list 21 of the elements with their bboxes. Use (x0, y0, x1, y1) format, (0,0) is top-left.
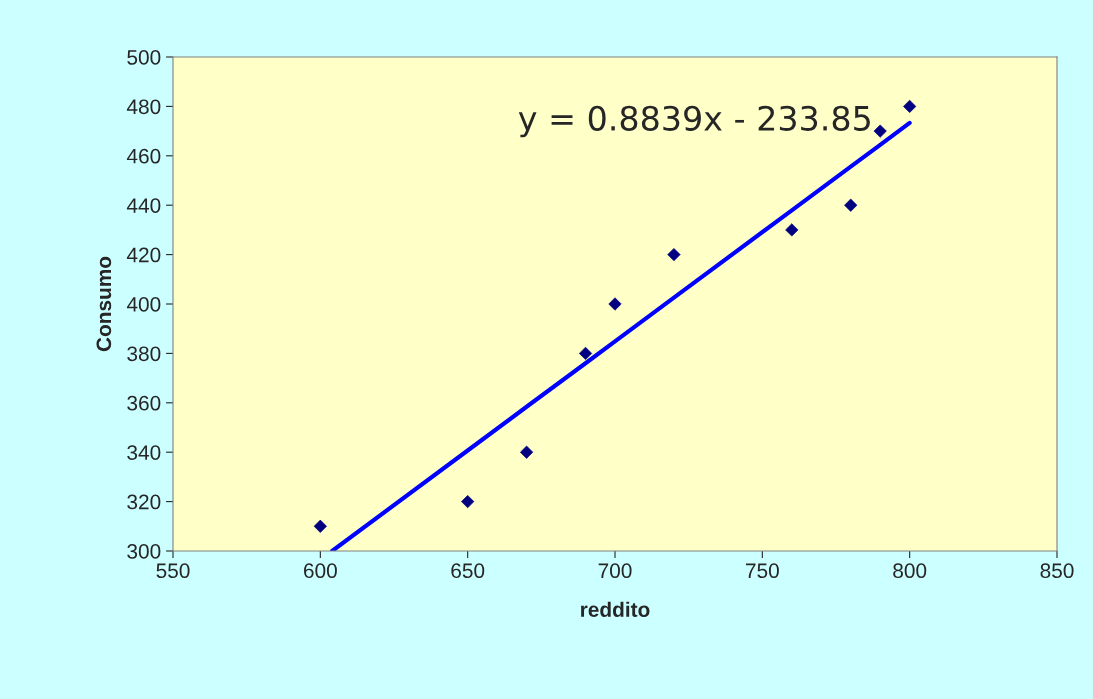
y-tick-label: 460 (126, 148, 161, 164)
y-tick-label: 420 (126, 247, 161, 263)
y-tick-label: 400 (126, 297, 161, 312)
x-tick-label: 600 (304, 563, 337, 579)
y-tick-label: 320 (127, 494, 161, 510)
y-tick-label: 380 (127, 346, 161, 362)
x-tick-label: 850 (1040, 563, 1074, 579)
y-tick-label: 440 (126, 198, 161, 213)
x-tick-label: 800 (893, 563, 927, 579)
x-tick-label: 650 (451, 563, 485, 579)
y-axis-title: Consumo (96, 256, 112, 352)
y-tick-label: 500 (127, 50, 161, 65)
x-tick-label: 550 (156, 563, 190, 579)
x-axis-title: reddito (581, 601, 650, 617)
x-tick-label: 750 (746, 563, 779, 579)
y-tick-label: 340 (127, 445, 161, 460)
x-tick-label: 700 (598, 563, 632, 579)
y-tick-label: 360 (127, 395, 161, 411)
annotation: y = 0.8839x - 233.85 (518, 105, 870, 138)
y-tick-label: 480 (126, 99, 161, 115)
y-tick-label: 300 (127, 544, 161, 559)
